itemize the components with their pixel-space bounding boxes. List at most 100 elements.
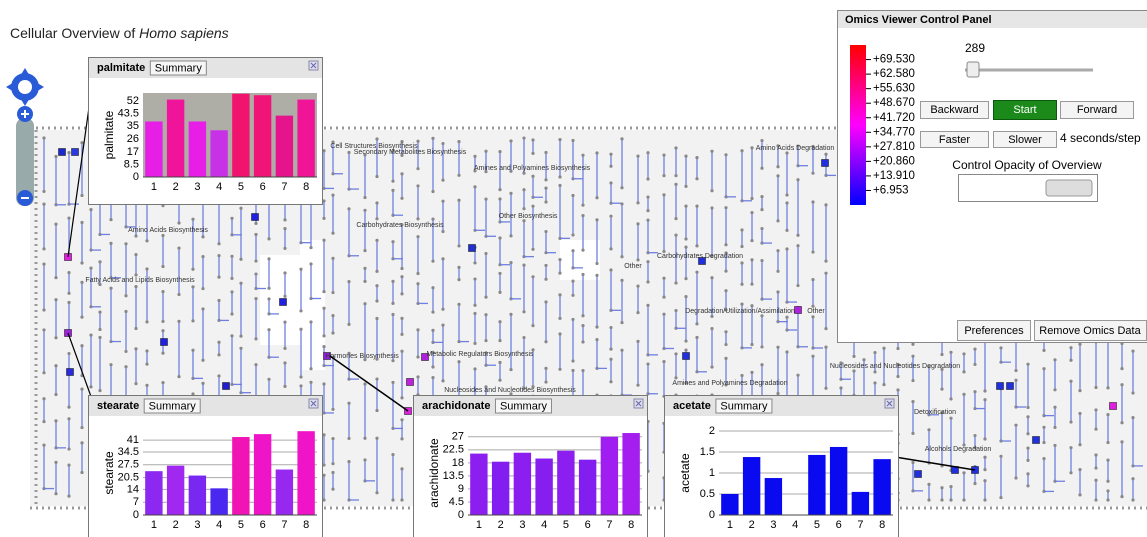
compound bbox=[824, 386, 828, 390]
compound bbox=[544, 150, 548, 155]
bar bbox=[297, 431, 315, 515]
opacity-knob[interactable] bbox=[1045, 179, 1093, 197]
y-tick-label: 35 bbox=[127, 120, 139, 132]
compound bbox=[983, 455, 987, 459]
compound bbox=[134, 273, 138, 277]
forward-button[interactable] bbox=[1060, 101, 1134, 119]
compound bbox=[400, 467, 404, 471]
compound bbox=[636, 222, 640, 226]
map-label: Amines and Polyamines Degradation bbox=[672, 380, 787, 387]
y-tick-label: 8.5 bbox=[124, 158, 139, 170]
compound bbox=[710, 206, 714, 210]
map-label: Other Biosynthesis bbox=[499, 213, 558, 220]
compound bbox=[862, 358, 866, 362]
compound bbox=[824, 345, 828, 349]
preferences-button[interactable] bbox=[957, 320, 1031, 341]
compound bbox=[1078, 443, 1082, 447]
compound bbox=[1069, 471, 1073, 475]
step-slider-knob[interactable] bbox=[966, 61, 980, 78]
compound bbox=[400, 396, 404, 400]
compound bbox=[710, 327, 714, 331]
compound bbox=[620, 186, 624, 190]
compound bbox=[811, 315, 815, 319]
y-tick-label: 26 bbox=[127, 133, 139, 145]
compound bbox=[531, 174, 535, 178]
x-tick-label: 3 bbox=[519, 519, 525, 531]
compound bbox=[911, 400, 915, 404]
map-label: Carbohydrates Biosynthesis bbox=[356, 222, 444, 229]
summary-button[interactable] bbox=[149, 60, 207, 76]
compound bbox=[363, 302, 367, 306]
compound bbox=[684, 348, 688, 352]
map-label: Cell Structures Biosynthesis bbox=[330, 143, 418, 150]
compound bbox=[750, 258, 754, 262]
faster-button[interactable] bbox=[920, 131, 989, 148]
compound bbox=[54, 298, 58, 302]
y-tick-label: 20.5 bbox=[118, 471, 139, 483]
close-icon bbox=[635, 400, 642, 407]
compound bbox=[363, 382, 367, 386]
compound bbox=[785, 350, 789, 354]
compound bbox=[299, 267, 303, 271]
popup-title: palmitate bbox=[97, 62, 145, 74]
compound bbox=[484, 251, 488, 256]
compound bbox=[940, 486, 944, 490]
data-node bbox=[222, 382, 230, 390]
bar bbox=[808, 454, 826, 515]
compound bbox=[750, 370, 754, 374]
summary-button[interactable] bbox=[494, 398, 552, 414]
bar bbox=[232, 437, 250, 515]
compound bbox=[230, 312, 234, 316]
slower-button[interactable] bbox=[993, 131, 1057, 148]
y-tick-label: 9 bbox=[458, 483, 464, 495]
compound bbox=[973, 446, 977, 450]
compound bbox=[1120, 421, 1124, 425]
x-tick-label: 1 bbox=[151, 181, 157, 193]
compound bbox=[80, 470, 84, 475]
compound bbox=[391, 452, 395, 457]
compound bbox=[558, 271, 562, 275]
compound bbox=[983, 398, 987, 402]
compound bbox=[983, 389, 987, 393]
compound bbox=[509, 169, 513, 173]
panel-title: Omics Viewer Control Panel bbox=[845, 14, 992, 26]
compound bbox=[473, 311, 477, 316]
compound bbox=[484, 385, 488, 389]
compound bbox=[1014, 423, 1018, 427]
compound bbox=[1094, 453, 1098, 457]
compound bbox=[646, 303, 650, 307]
compound bbox=[973, 362, 977, 367]
compound bbox=[662, 312, 666, 316]
compound bbox=[620, 255, 624, 259]
compound bbox=[662, 153, 666, 157]
compound bbox=[674, 281, 678, 285]
compound bbox=[400, 140, 404, 144]
x-tick-label: 8 bbox=[628, 519, 634, 531]
compound bbox=[267, 328, 271, 332]
compound bbox=[400, 275, 404, 279]
compound bbox=[646, 195, 650, 199]
compound bbox=[1094, 408, 1098, 412]
compound bbox=[230, 216, 234, 220]
scale-label: +69.530 bbox=[873, 54, 915, 66]
compound bbox=[299, 375, 303, 379]
start-button[interactable] bbox=[993, 100, 1057, 120]
compound bbox=[724, 308, 728, 312]
backward-button[interactable] bbox=[920, 101, 989, 119]
compound bbox=[1014, 476, 1018, 480]
x-tick-label: 2 bbox=[173, 519, 179, 531]
compound bbox=[581, 272, 585, 277]
link bbox=[329, 355, 409, 412]
compound bbox=[558, 316, 562, 320]
compound bbox=[1042, 425, 1046, 429]
summary-button[interactable] bbox=[715, 398, 773, 414]
y-tick-label: 27.5 bbox=[118, 459, 139, 471]
compound bbox=[962, 443, 966, 447]
compound bbox=[42, 308, 46, 312]
summary-button[interactable] bbox=[143, 398, 201, 414]
compound bbox=[674, 182, 678, 186]
data-node bbox=[71, 148, 79, 156]
compound bbox=[89, 385, 93, 389]
y-tick-label: 43.5 bbox=[118, 107, 139, 119]
compound bbox=[724, 342, 728, 347]
